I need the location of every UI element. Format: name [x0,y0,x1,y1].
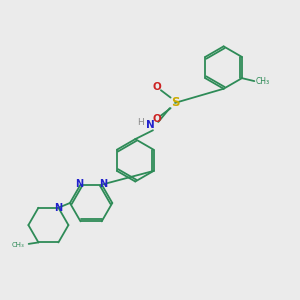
Text: O: O [153,114,162,124]
Text: N: N [146,120,154,130]
Text: S: S [171,96,179,110]
Text: CH₃: CH₃ [11,242,24,248]
Text: N: N [54,203,62,213]
Text: N: N [99,179,107,189]
Text: N: N [75,179,83,189]
Text: CH₃: CH₃ [256,76,270,85]
Text: H: H [137,118,144,127]
Text: O: O [153,82,162,92]
